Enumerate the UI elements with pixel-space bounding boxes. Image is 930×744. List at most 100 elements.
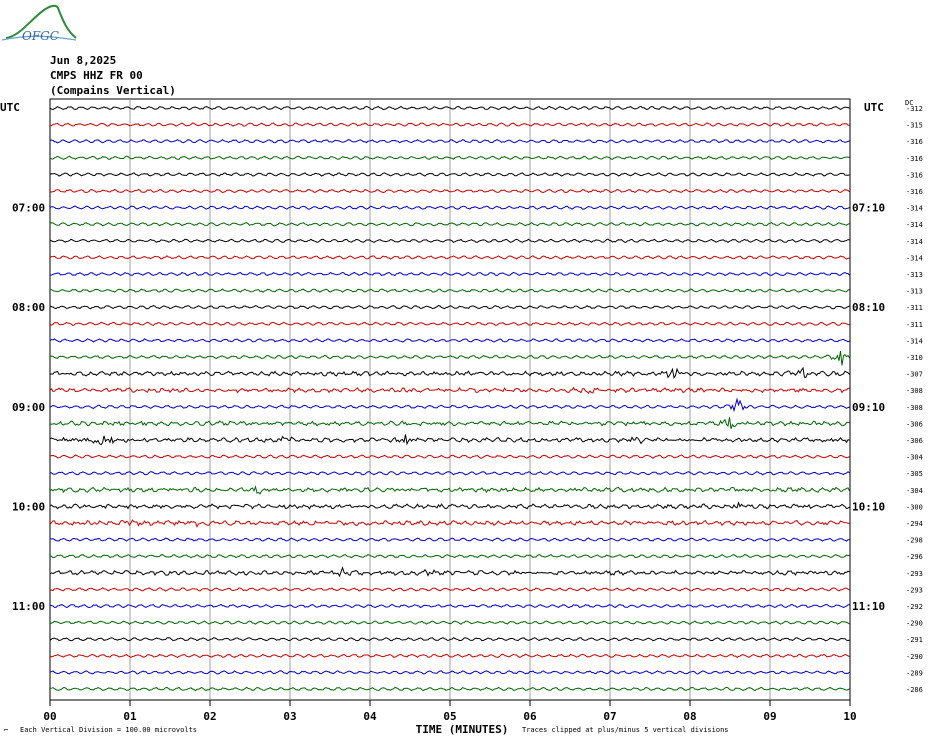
trace-line-25: [49, 519, 850, 528]
dc-offset-label: -305: [906, 470, 923, 478]
dc-offset-label: -310: [906, 354, 923, 362]
trace-line-11: [49, 288, 850, 293]
scale-icon: ⌐: [4, 726, 9, 734]
dc-offset-label: -313: [906, 271, 923, 279]
dc-offset-label: -291: [906, 636, 923, 644]
trace-line-15: [49, 350, 850, 366]
dc-header: DC: [905, 99, 913, 107]
trace-line-29: [49, 587, 850, 592]
dc-offset-label: -316: [906, 155, 923, 163]
dc-offset-label: -304: [906, 454, 923, 462]
x-axis-title: TIME (MINUTES): [416, 723, 509, 736]
trace-line-24: [49, 501, 850, 510]
trace-line-30: [49, 603, 850, 609]
trace-line-31: [49, 620, 850, 625]
trace-line-33: [49, 653, 850, 659]
trace-line-4: [49, 172, 850, 177]
trace-line-32: [49, 637, 850, 642]
dc-offset-label: -298: [906, 537, 923, 545]
x-tick-label: 02: [203, 710, 216, 723]
trace-line-17: [49, 386, 850, 394]
trace-line-21: [49, 454, 850, 459]
dc-offset-label: -290: [906, 653, 923, 661]
dc-offset-label: -311: [906, 321, 923, 329]
left-axis-title: UTC: [0, 101, 20, 114]
left-time-label: 10:00: [12, 500, 45, 513]
clip-note: Traces clipped at plus/minus 5 vertical …: [522, 726, 729, 734]
trace-line-8: [49, 238, 850, 244]
right-time-label: 09:10: [852, 401, 885, 414]
dc-offset-label: -306: [906, 420, 923, 428]
x-tick-label: 06: [523, 710, 537, 723]
dc-offset-label: -316: [906, 171, 923, 179]
x-tick-label: 03: [283, 710, 296, 723]
dc-offset-label: -306: [906, 437, 923, 445]
dc-offset-label: -311: [906, 304, 923, 312]
station-name: (Compains Vertical): [50, 84, 176, 97]
trace-line-2: [49, 138, 850, 144]
left-time-label: 11:00: [12, 600, 45, 613]
dc-offset-label: -308: [906, 387, 923, 395]
dc-offset-label: -290: [906, 620, 923, 628]
trace-line-0: [49, 105, 850, 111]
dc-offset-label: -316: [906, 188, 923, 196]
trace-line-3: [49, 155, 850, 160]
dc-offset-label: -292: [906, 603, 923, 611]
trace-line-27: [49, 553, 850, 559]
dc-offset-label: -315: [906, 122, 923, 130]
right-time-label: 10:10: [852, 500, 885, 513]
ofgc-logo: OFGC: [1, 4, 77, 43]
trace-line-20: [49, 434, 850, 446]
dc-offset-label: -308: [906, 404, 923, 412]
dc-offset-label: -314: [906, 238, 923, 246]
x-tick-label: 01: [123, 710, 137, 723]
trace-line-22: [49, 471, 850, 476]
dc-offset-label: -293: [906, 586, 923, 594]
trace-line-28: [49, 566, 850, 578]
trace-line-12: [49, 305, 850, 310]
dc-offset-label: -307: [906, 371, 923, 379]
left-time-label: 07:00: [12, 202, 45, 215]
trace-line-19: [49, 417, 850, 429]
dc-offset-label: -312: [906, 105, 923, 113]
dc-offset-label: -313: [906, 288, 923, 296]
dc-offset-label: -314: [906, 205, 923, 213]
dc-offset-label: -314: [906, 221, 923, 229]
trace-line-23: [49, 485, 850, 495]
right-time-label: 07:10: [852, 202, 885, 215]
trace-line-16: [49, 366, 850, 380]
dc-offset-label: -293: [906, 570, 923, 578]
trace-line-7: [49, 221, 850, 227]
dc-offset-label: -294: [906, 520, 923, 528]
dc-offset-label: -304: [906, 487, 923, 495]
trace-line-34: [49, 670, 850, 675]
x-tick-label: 08: [683, 710, 696, 723]
right-time-label: 11:10: [852, 600, 885, 613]
vertical-division-note: Each Vertical Division = 100.00 microvol…: [20, 726, 198, 734]
trace-line-13: [49, 321, 850, 326]
trace-line-35: [49, 686, 850, 692]
dc-offset-label: -314: [906, 337, 923, 345]
chart-date: Jun 8,2025: [50, 54, 117, 67]
station-code: CMPS HHZ FR 00: [50, 69, 143, 82]
right-time-label: 08:10: [852, 301, 885, 314]
x-tick-label: 04: [363, 710, 377, 723]
dc-offset-label: -289: [906, 669, 923, 677]
right-axis-title: UTC: [864, 101, 884, 114]
trace-line-26: [49, 537, 850, 542]
trace-line-5: [49, 188, 850, 194]
x-tick-label: 09: [763, 710, 776, 723]
dc-offset-label: -316: [906, 138, 923, 146]
trace-line-18: [49, 397, 850, 413]
dc-offset-label: -296: [906, 553, 923, 561]
left-time-label: 09:00: [12, 401, 45, 414]
left-time-label: 08:00: [12, 301, 45, 314]
trace-line-14: [49, 338, 850, 343]
x-tick-label: 10: [843, 710, 856, 723]
x-tick-label: 00: [43, 710, 56, 723]
trace-line-9: [49, 255, 850, 260]
trace-line-10: [49, 271, 850, 277]
trace-line-1: [49, 122, 850, 127]
dc-offset-label: -314: [906, 254, 923, 262]
